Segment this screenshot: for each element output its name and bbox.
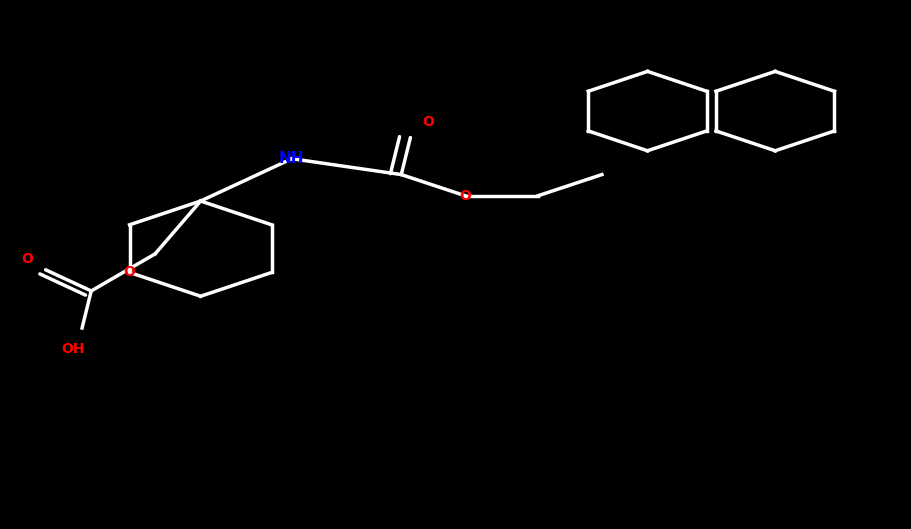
Text: O: O [124, 266, 136, 279]
Text: NH: NH [279, 151, 304, 166]
Text: O: O [458, 189, 471, 203]
Text: O: O [21, 252, 34, 266]
Text: O: O [422, 115, 435, 129]
Text: OH: OH [61, 342, 85, 356]
